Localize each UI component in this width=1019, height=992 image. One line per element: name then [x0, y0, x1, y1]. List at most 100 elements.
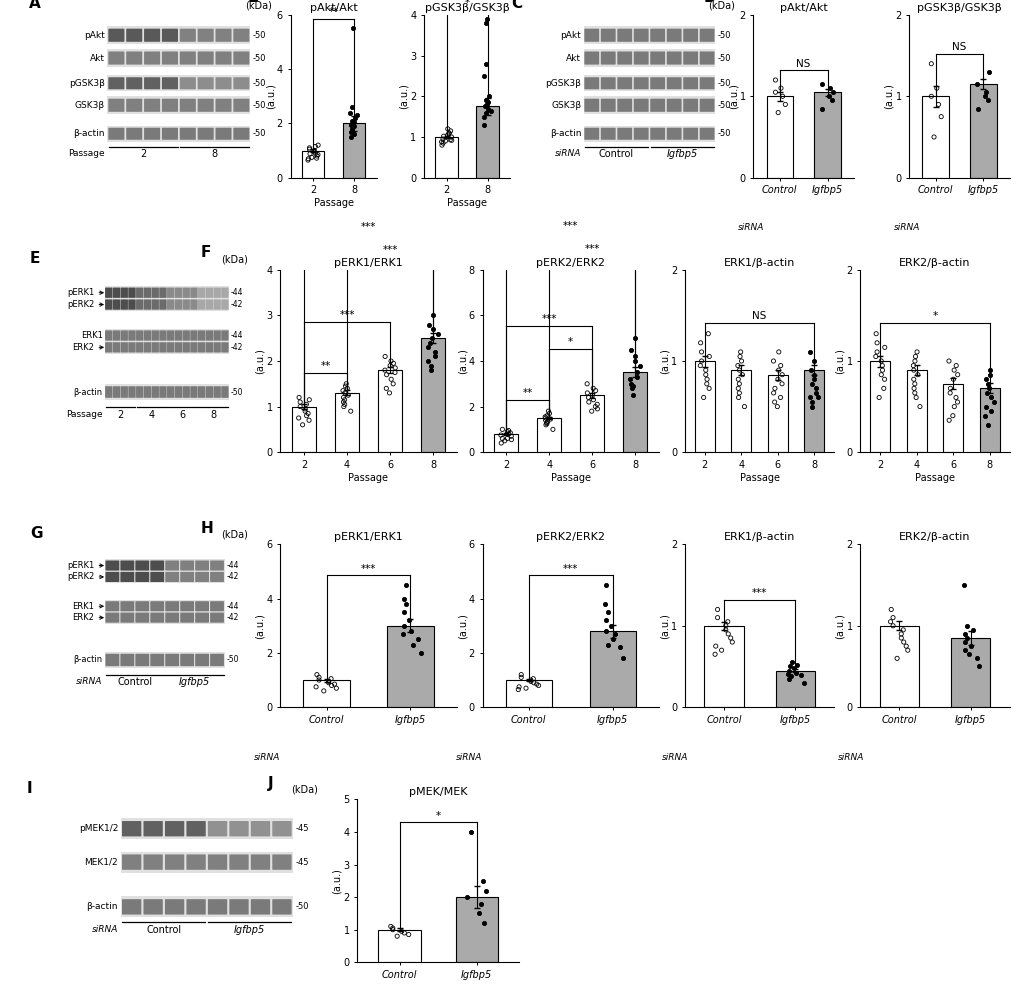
FancyBboxPatch shape	[186, 899, 206, 915]
Point	[927, 80, 944, 96]
FancyBboxPatch shape	[144, 330, 151, 340]
Point	[606, 626, 623, 642]
Text: -50: -50	[226, 656, 238, 665]
FancyBboxPatch shape	[198, 300, 205, 310]
Text: C: C	[511, 0, 522, 11]
Point	[769, 362, 786, 378]
FancyBboxPatch shape	[162, 29, 177, 42]
Point	[805, 371, 821, 387]
Bar	[105, 298, 228, 311]
Point	[692, 335, 708, 351]
Point	[522, 673, 538, 688]
Point	[479, 94, 495, 110]
FancyBboxPatch shape	[208, 821, 227, 836]
Text: GSK3β: GSK3β	[74, 101, 105, 110]
Point	[498, 431, 515, 446]
Point	[700, 348, 716, 364]
FancyBboxPatch shape	[120, 300, 127, 310]
Point	[787, 665, 803, 681]
FancyBboxPatch shape	[206, 300, 213, 310]
FancyBboxPatch shape	[600, 77, 615, 89]
Text: ***: ***	[382, 245, 397, 255]
Point	[597, 612, 613, 628]
Point	[895, 622, 911, 638]
Point	[337, 376, 354, 392]
Point	[708, 610, 725, 626]
Text: ***: ***	[584, 244, 599, 254]
FancyBboxPatch shape	[666, 98, 681, 112]
X-axis label: Passage: Passage	[550, 472, 590, 482]
Bar	[494, 434, 518, 452]
Point	[311, 670, 327, 685]
FancyBboxPatch shape	[650, 52, 664, 64]
FancyBboxPatch shape	[159, 300, 166, 310]
Point	[477, 104, 493, 120]
Point	[629, 364, 645, 380]
FancyBboxPatch shape	[105, 571, 119, 582]
Point	[780, 666, 796, 682]
Point	[290, 390, 307, 406]
Text: -50: -50	[253, 78, 266, 87]
FancyBboxPatch shape	[144, 854, 163, 870]
FancyBboxPatch shape	[128, 342, 136, 352]
FancyBboxPatch shape	[633, 128, 648, 140]
Text: Akt: Akt	[566, 54, 581, 62]
Point	[599, 604, 615, 620]
FancyBboxPatch shape	[105, 342, 112, 352]
Y-axis label: (a.u.): (a.u.)	[728, 83, 738, 109]
FancyBboxPatch shape	[113, 342, 120, 352]
Text: E: E	[31, 251, 41, 266]
Point	[320, 675, 336, 690]
FancyBboxPatch shape	[162, 52, 177, 64]
Point	[984, 394, 1001, 410]
Point	[459, 889, 475, 905]
Point	[479, 100, 495, 116]
Point	[905, 380, 921, 396]
FancyBboxPatch shape	[113, 330, 120, 340]
Point	[813, 76, 829, 92]
Text: Passage: Passage	[66, 410, 103, 419]
Point	[301, 413, 317, 429]
Point	[337, 378, 354, 394]
FancyBboxPatch shape	[198, 128, 214, 140]
FancyBboxPatch shape	[159, 386, 166, 398]
Text: -44: -44	[230, 331, 244, 340]
Point	[768, 399, 785, 415]
Text: ***: ***	[361, 221, 376, 232]
Point	[874, 380, 891, 396]
FancyBboxPatch shape	[128, 288, 136, 298]
Point	[476, 109, 492, 125]
Point	[518, 681, 534, 696]
Point	[538, 415, 554, 431]
Point	[335, 390, 352, 406]
Point	[585, 380, 601, 396]
Point	[298, 397, 314, 413]
FancyBboxPatch shape	[215, 29, 231, 42]
Point	[730, 390, 746, 406]
FancyBboxPatch shape	[198, 29, 214, 42]
Point	[315, 682, 331, 698]
Point	[384, 376, 400, 392]
Point	[320, 674, 336, 689]
Point	[382, 358, 398, 374]
Point	[795, 675, 811, 690]
Bar	[921, 96, 948, 178]
Point	[377, 348, 393, 364]
Text: J: J	[268, 776, 274, 791]
FancyBboxPatch shape	[180, 571, 194, 582]
FancyBboxPatch shape	[120, 386, 127, 398]
Text: -44: -44	[226, 561, 238, 570]
Point	[968, 76, 984, 92]
Point	[804, 394, 820, 410]
Bar	[105, 600, 224, 613]
Text: ***: ***	[562, 563, 578, 573]
Point	[496, 433, 513, 448]
Bar	[879, 626, 918, 707]
Point	[479, 11, 495, 27]
FancyBboxPatch shape	[186, 821, 206, 836]
Point	[440, 126, 457, 142]
Bar	[767, 375, 787, 452]
Point	[772, 80, 789, 96]
Point	[895, 634, 911, 650]
Point	[942, 385, 958, 401]
